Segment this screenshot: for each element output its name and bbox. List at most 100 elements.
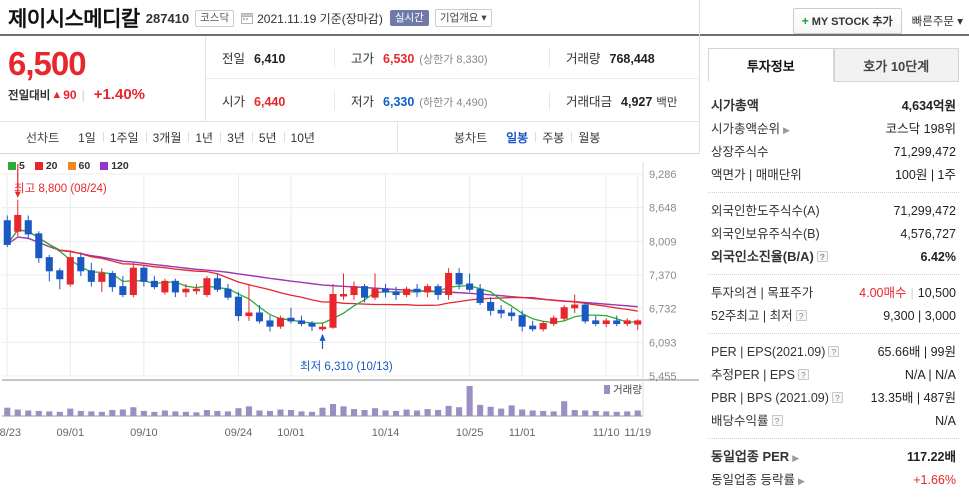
candlestick-chart[interactable]: 9,286 8,648 8,009 7,370 6,732 6,093 5,455 08/23… — [0, 154, 700, 478]
add-my-stock-button[interactable]: + MY STOCK 추가 — [792, 8, 902, 34]
market-cap-rank-value: 코스닥 198위 — [885, 122, 956, 136]
industry-change-label: 동일업종 등락률 ▶ — [711, 469, 805, 488]
trade-amount-cell: 거래대금 4,927 백만 — [549, 90, 699, 110]
opinion-rating: 4.00매수 — [859, 286, 907, 300]
foreign-held-value: 4,576,727 — [900, 227, 956, 241]
plus-icon: + — [801, 14, 809, 28]
tab-period-10y[interactable]: 10년 — [283, 129, 322, 146]
header-divider-right — [700, 34, 969, 36]
svg-text:8,648: 8,648 — [649, 203, 677, 215]
change-label: 전일대비 — [8, 89, 51, 102]
listed-shares-label: 상장주식수 — [711, 145, 769, 159]
current-price-block: 6,500 전일대비 ▲ 90 | +1.40% — [0, 36, 205, 121]
pbr-bps-text: PBR | BPS (2021.09) — [711, 391, 829, 405]
svg-text:09/24: 09/24 — [225, 427, 253, 439]
tab-period-1d[interactable]: 1일 — [78, 131, 96, 145]
help-icon[interactable]: ? — [816, 251, 828, 262]
company-overview-dropdown[interactable]: 기업개요 ▾ — [434, 9, 492, 27]
prev-close-value: 6,410 — [254, 51, 286, 66]
price-summary: 6,500 전일대비 ▲ 90 | +1.40% 전일 6,410 고가 — [0, 36, 699, 122]
dividend-yield-value: N/A — [935, 414, 956, 428]
row-foreign-held: 외국인보유주식수(B) 4,576,727 — [711, 221, 956, 244]
prev-close-cell: 전일 6,410 — [206, 48, 334, 67]
per-eps-text: PER | EPS(2021.09) — [711, 345, 826, 359]
help-icon[interactable]: ? — [828, 346, 840, 357]
arrow-right-icon[interactable]: ▶ — [783, 125, 790, 135]
svg-text:7,370: 7,370 — [649, 270, 677, 282]
tab-candle-daily[interactable]: 일봉 — [506, 131, 529, 145]
tab-period-5y[interactable]: 5년 — [251, 129, 284, 146]
low-value: 6,330 — [383, 94, 415, 109]
foreign-limit-value: 71,299,472 — [893, 204, 956, 218]
tab-period-3m[interactable]: 3개월 — [145, 129, 189, 146]
row-per-eps: PER | EPS(2021.09)? 65.66배 | 99원 — [711, 339, 956, 362]
high-value: 6,530 — [383, 51, 415, 66]
svg-text:6,732: 6,732 — [649, 304, 677, 316]
tab-period-1y[interactable]: 1년 — [188, 129, 220, 146]
per-eps-label: PER | EPS(2021.09)? — [711, 345, 840, 359]
annotation-high: 최고 8,800 (08/24) — [14, 183, 107, 195]
info-panel-body: 시가총액 4,634억원 시가총액순위 ▶ 코스닥 198위 상장주식수 71,2… — [708, 81, 959, 497]
tab-period-1w[interactable]: 1주일 — [102, 129, 146, 146]
quick-order-dropdown[interactable]: 빠른주문 ▾ — [912, 13, 963, 29]
est-per-eps-text: 추정PER | EPS — [711, 368, 795, 382]
svg-text:09/10: 09/10 — [130, 427, 158, 439]
stock-header: 제이시스메디칼 287410 코스닥 2021.11.19 기준(장마감) 실시… — [0, 0, 699, 34]
ma120-swatch-icon — [100, 162, 109, 170]
annotation-low: 최저 6,310 (10/13) — [300, 361, 393, 373]
high-cell: 고가 6,530 (상한가 8,330) — [334, 47, 549, 67]
tab-investment-info[interactable]: 투자정보 — [708, 48, 834, 82]
low-label: 저가 — [351, 94, 375, 109]
line-chart-label: 선차트 — [26, 131, 60, 145]
tab-period-3y[interactable]: 3년 — [220, 129, 252, 146]
calendar-icon — [241, 12, 254, 24]
help-icon[interactable]: ? — [797, 369, 809, 380]
ma20-label: 20 — [45, 160, 58, 172]
help-icon[interactable]: ? — [795, 310, 807, 321]
svg-text:9,286: 9,286 — [649, 169, 677, 181]
market-cap-value: 4,634억원 — [901, 99, 956, 113]
row-market-cap: 시가총액 4,634억원 — [711, 93, 956, 116]
row-foreign-limit: 외국인한도주식수(A) 71,299,472 — [711, 198, 956, 221]
add-my-stock-label: MY STOCK 추가 — [811, 16, 893, 28]
open-cell: 시가 6,440 — [206, 91, 334, 110]
ma20-swatch-icon — [34, 162, 43, 170]
high-label: 고가 — [351, 51, 375, 66]
investment-opinion-value: 4.00매수 | 10,500 — [859, 282, 956, 301]
arrow-right-icon[interactable]: ▶ — [797, 476, 805, 486]
row-industry-change: 동일업종 등락률 ▶ +1.66% — [711, 467, 956, 490]
change-value: 90 — [63, 87, 77, 102]
ma-legend-120: 120 — [100, 160, 129, 172]
realtime-badge[interactable]: 실시간 — [389, 10, 429, 26]
row-investment-opinion: 투자의견 | 목표주가 4.00매수 | 10,500 — [711, 280, 956, 303]
ma-legend: 5 20 60 120 — [8, 160, 129, 172]
dividend-yield-label: 배당수익률? — [711, 410, 783, 429]
divider: | — [81, 87, 85, 102]
tab-candle-monthly[interactable]: 월봉 — [571, 129, 607, 146]
ma-legend-20: 20 — [34, 160, 58, 172]
svg-text:11/10: 11/10 — [593, 427, 620, 439]
investment-opinion-label: 투자의견 | 목표주가 — [711, 286, 814, 300]
price-change-row: 전일대비 ▲ 90 | +1.40% — [8, 86, 205, 103]
ma5-label: 5 — [19, 160, 25, 172]
volume-legend: 거래량 — [604, 382, 642, 397]
info-group-foreign: 외국인한도주식수(A) 71,299,472 외국인보유주식수(B) 4,576… — [708, 193, 959, 275]
est-per-eps-label: 추정PER | EPS? — [711, 364, 809, 383]
svg-text:11/19: 11/19 — [624, 427, 651, 439]
help-icon[interactable]: ? — [771, 415, 783, 426]
tab-orderbook-10[interactable]: 호가 10단계 — [833, 48, 959, 82]
foreign-held-label: 외국인보유주식수(B) — [711, 227, 820, 241]
page-root: 제이시스메디칼 287410 코스닥 2021.11.19 기준(장마감) 실시… — [0, 0, 969, 487]
est-per-eps-value: N/A | N/A — [904, 368, 956, 382]
trade-amount-label: 거래대금 — [566, 94, 613, 109]
upper-limit-value: (상한가 8,330) — [419, 53, 488, 66]
arrow-right-icon[interactable]: ▶ — [792, 453, 800, 463]
foreign-limit-label: 외국인한도주식수(A) — [711, 204, 820, 218]
prev-close-label: 전일 — [222, 51, 246, 66]
right-column: + MY STOCK 추가 빠른주문 ▾ 투자정보 호가 10단계 시가총액 4… — [700, 0, 969, 487]
par-value-label: 액면가 | 매매단위 — [711, 168, 802, 182]
tab-candle-weekly[interactable]: 주봉 — [535, 129, 571, 146]
help-icon[interactable]: ? — [831, 392, 843, 403]
foreign-ratio-value: 6.42% — [920, 250, 956, 264]
ma-legend-5: 5 — [8, 160, 25, 172]
